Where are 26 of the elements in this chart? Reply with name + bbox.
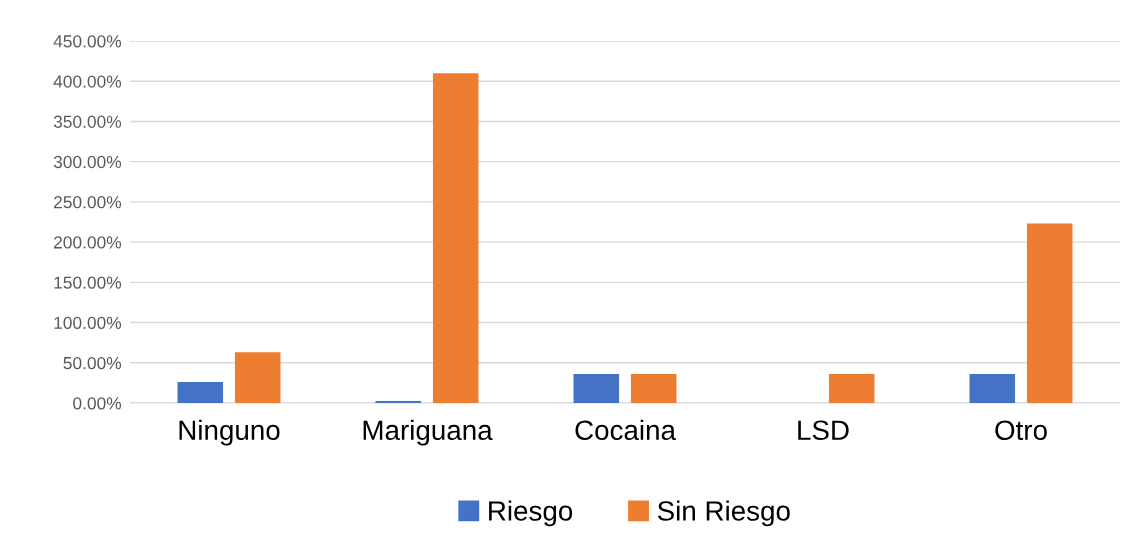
y-tick-label: 350.00% [53,115,122,128]
y-tick-label: 0.00% [73,397,122,410]
bar [573,374,620,403]
bar [234,352,281,403]
legend-label: Sin Riesgo [657,500,790,527]
x-tick-label: LSD [798,420,849,441]
bar [630,374,677,403]
legend-label: Riesgo [489,500,573,527]
bar [1026,223,1073,403]
x-tick-label: Cocaina [575,419,676,441]
y-tick-label: 450.00% [53,35,122,48]
x-tick-label: Ninguno [179,419,280,446]
y-tick-label: 150.00% [54,276,122,289]
x-tick-label: Mariguana [363,419,493,446]
bar [828,374,875,403]
bar [375,400,422,403]
bar [432,73,479,403]
y-tick-label: 50.00% [63,356,122,370]
y-tick-label: 200.00% [54,236,122,249]
x-tick-label: Otro [995,420,1047,441]
y-tick-label: 100.00% [54,316,122,330]
bar [969,374,1016,403]
y-tick-label: 400.00% [53,75,122,88]
y-tick-label: 250.00% [54,196,122,209]
y-tick-label: 300.00% [53,155,122,169]
bar [177,382,224,403]
